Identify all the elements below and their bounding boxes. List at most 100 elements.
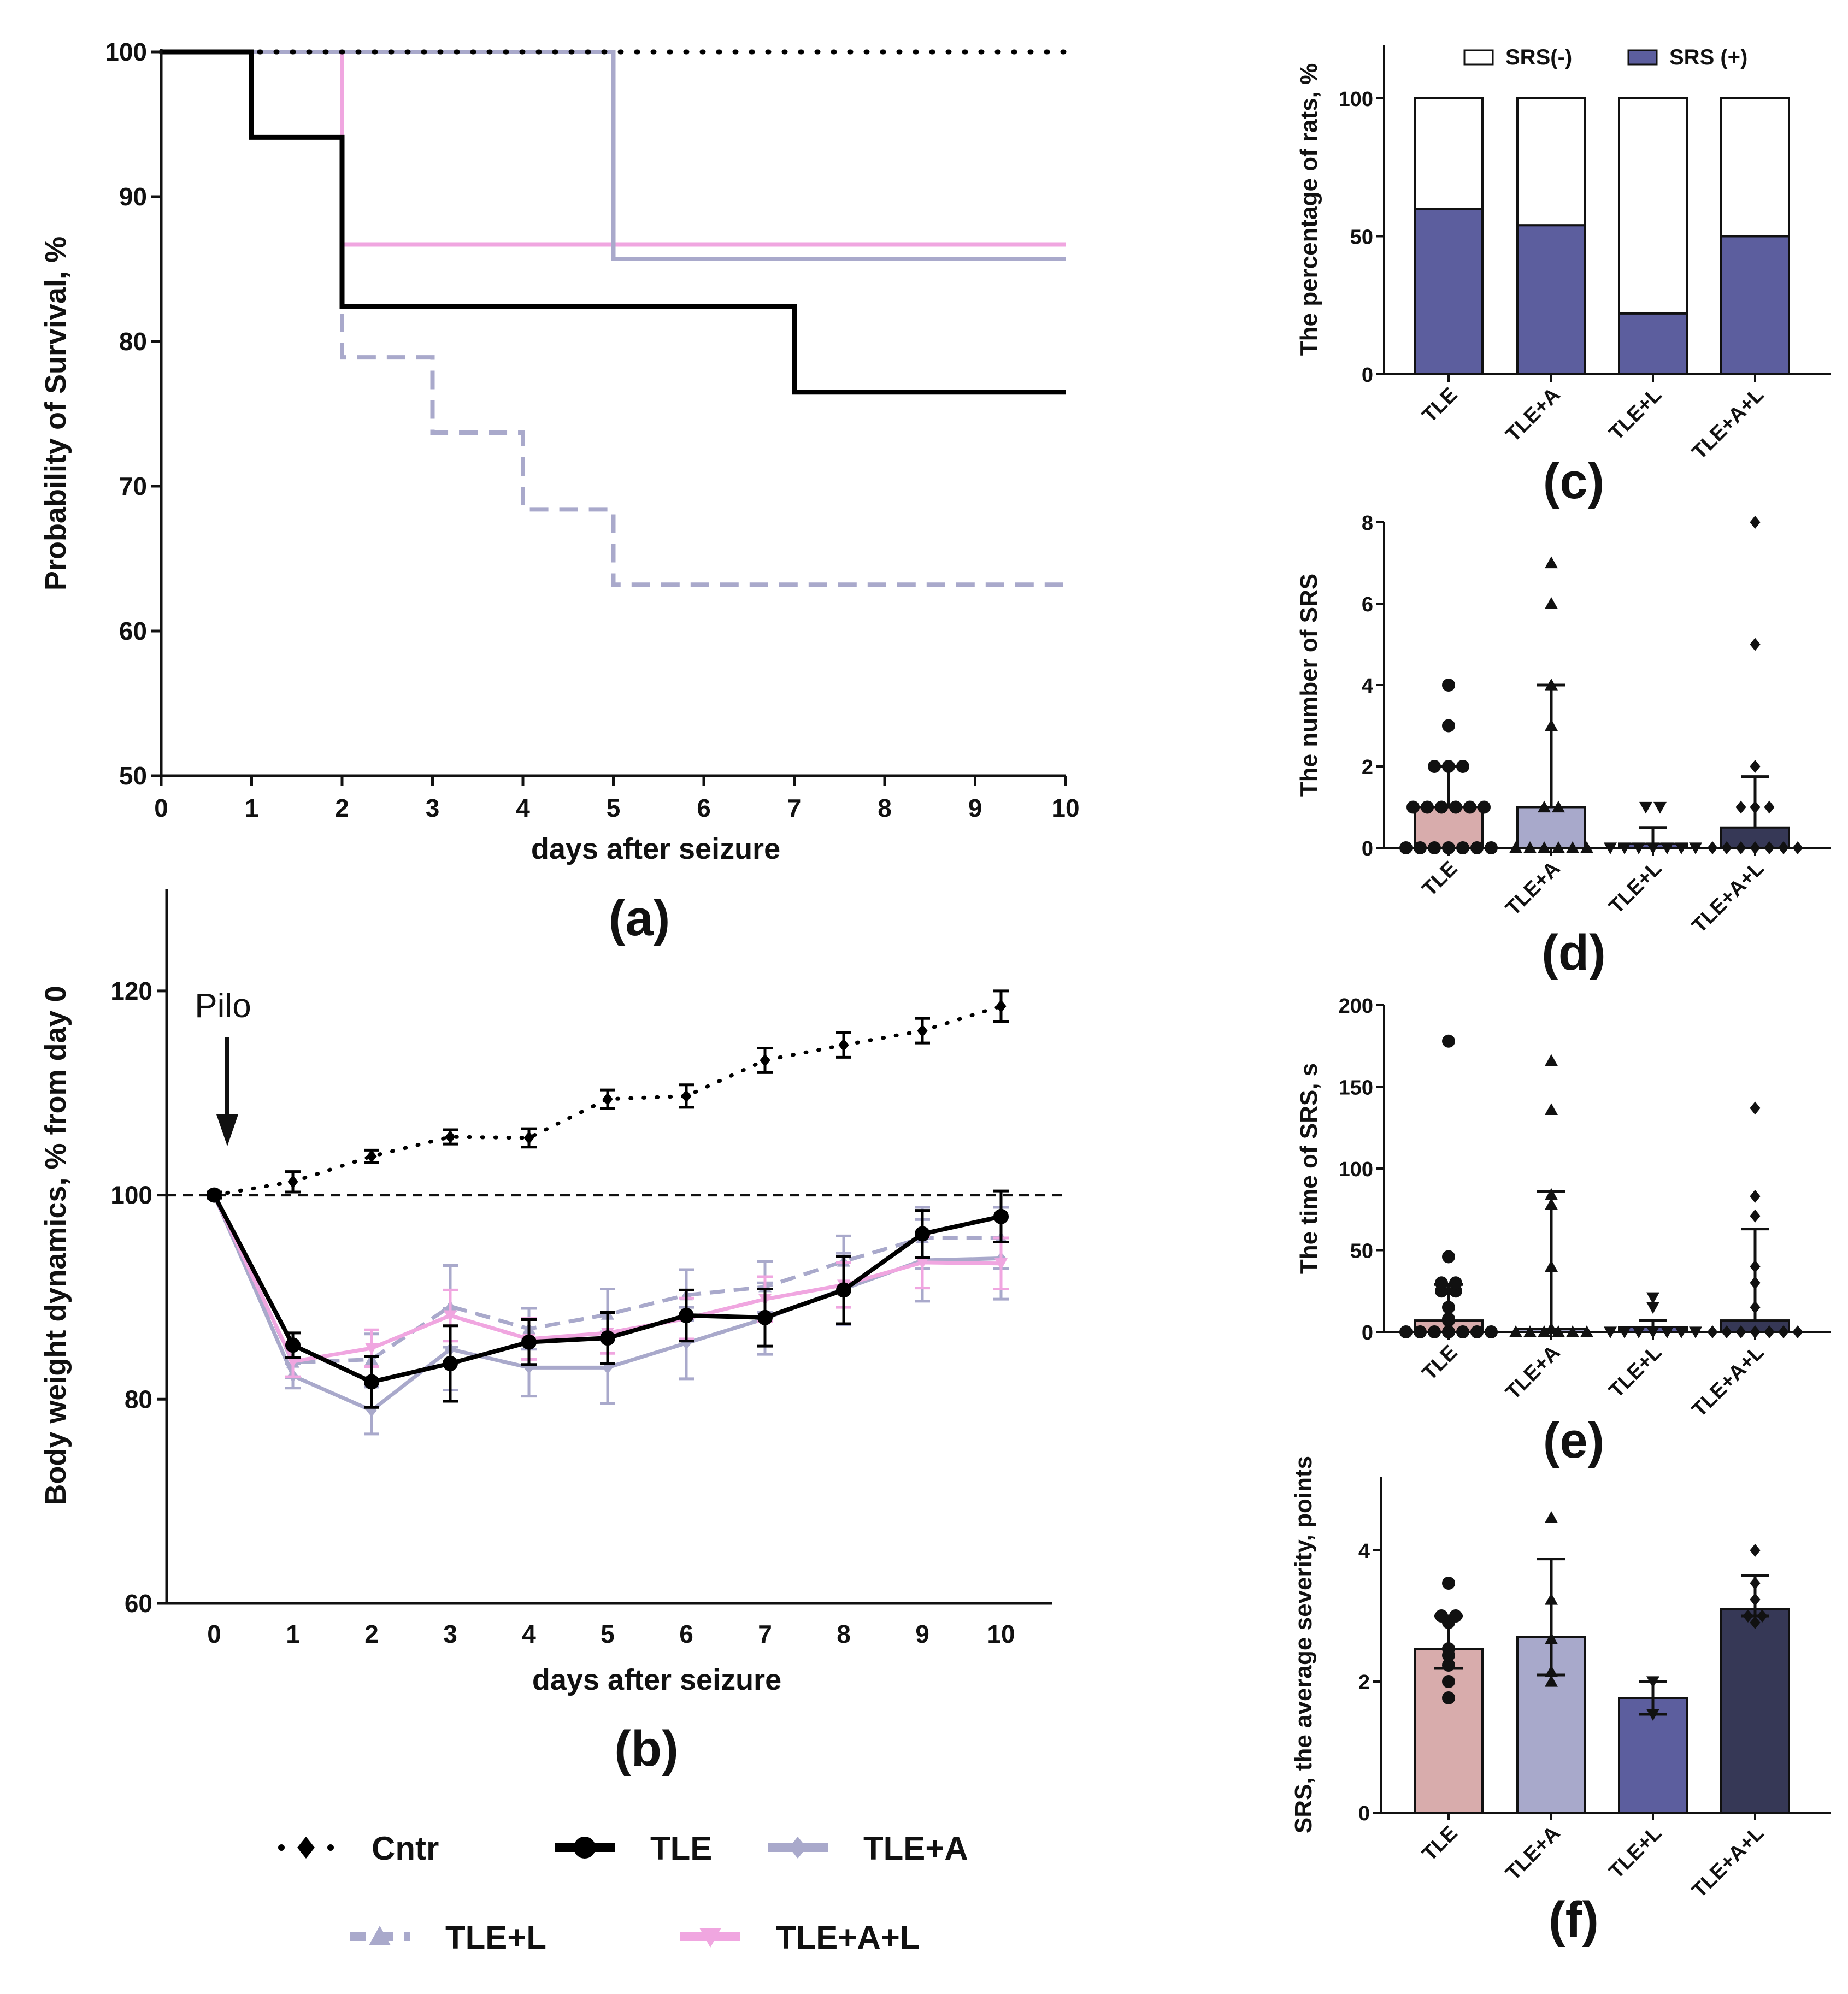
data-point: [1750, 1276, 1761, 1290]
bar-srs-negative: [1618, 97, 1688, 315]
data-point: [1442, 679, 1455, 692]
data-point: [1470, 841, 1484, 854]
x-tick-label: 8: [837, 1620, 851, 1648]
data-point: [1545, 1511, 1558, 1523]
data-point: [1750, 1189, 1761, 1203]
data-point: [1750, 1544, 1761, 1557]
y-tick-label: 60: [125, 1589, 152, 1618]
data-point: [1442, 1034, 1455, 1048]
data-point: [1470, 1325, 1484, 1338]
data-point: [1757, 1609, 1768, 1623]
body-weight-xlabel: days after seizure: [532, 1663, 781, 1696]
data-point: [1449, 1609, 1462, 1623]
data-point: [1435, 1276, 1448, 1290]
data-point: [1442, 719, 1455, 733]
data-point: [1721, 1325, 1732, 1338]
series-tle: [207, 1187, 1009, 1409]
data-point: [1552, 1325, 1565, 1337]
legend-label: TLE+A: [863, 1830, 968, 1867]
data-point: [521, 1334, 537, 1350]
survival-line-tle-a: [161, 50, 1066, 261]
bar-tle-a-l: [1720, 1608, 1790, 1814]
data-point: [1428, 760, 1441, 773]
x-tick-label: 8: [878, 794, 892, 822]
data-point: [1545, 719, 1558, 731]
y-tick-label: 0: [1362, 1322, 1373, 1344]
x-tick-label: TLE+L: [1605, 1822, 1667, 1884]
bar-tle: [1414, 1648, 1484, 1814]
data-point: [1566, 841, 1579, 853]
data-point: [1735, 800, 1746, 814]
data-point: [1545, 1103, 1558, 1115]
data-point: [1778, 841, 1789, 854]
x-tick-label: 3: [443, 1620, 457, 1648]
data-point: [757, 1309, 773, 1325]
bar-srs-positive: [1720, 235, 1790, 375]
x-tick-label: 0: [207, 1620, 221, 1648]
survival-ylabel: Probability of Survival, %: [39, 237, 72, 591]
data-point: [1750, 638, 1761, 651]
data-point: [443, 1355, 458, 1371]
srs-severity-chart: 0 2 4 TLE TLE+A TLE+L TLE+A+L SRS, the average …: [1290, 1456, 1831, 1948]
data-point: [1750, 1325, 1761, 1338]
bar-srs-negative: [1414, 97, 1484, 210]
data-point: [1750, 1101, 1761, 1115]
y-tick-label: 60: [119, 617, 147, 645]
y-tick-label: 0: [1362, 837, 1373, 860]
legend-item-tle-l: TLE+L: [350, 1919, 546, 1956]
legend-line-sample: [327, 1844, 334, 1851]
x-tick-label: 10: [1051, 794, 1079, 822]
data-point: [1792, 1325, 1803, 1338]
data-point: [1523, 841, 1537, 853]
x-tick-label: TLE+A+L: [1688, 384, 1769, 464]
data-point: [1545, 679, 1558, 691]
data-point: [1485, 841, 1498, 854]
data-point: [1639, 801, 1652, 814]
data-point: [602, 1092, 613, 1106]
srs-time-chart: 0 50 100 150 200 TLE TLE+A TLE+L TLE+A+L The time…: [1296, 995, 1831, 1468]
legend-marker: [369, 1926, 391, 1945]
data-point: [679, 1308, 694, 1324]
legend-marker: [297, 1837, 315, 1859]
x-tick-label: TLE+A: [1502, 1822, 1565, 1885]
data-point: [1545, 1188, 1558, 1200]
data-point: [1414, 1325, 1427, 1338]
data-point: [1509, 1325, 1522, 1337]
data-point: [1778, 1325, 1789, 1338]
data-point: [1735, 1325, 1746, 1338]
x-tick-label: 4: [516, 794, 530, 822]
data-point: [1580, 841, 1593, 853]
legend-label: TLE+L: [445, 1919, 546, 1956]
data-point: [760, 1053, 770, 1067]
x-tick-label: TLE+A: [1502, 857, 1565, 921]
x-tick-label: TLE: [1418, 1341, 1462, 1385]
x-tick-label: 7: [787, 794, 802, 822]
data-point: [917, 1024, 928, 1037]
data-point: [1509, 841, 1522, 853]
data-point: [1661, 842, 1674, 854]
data-point: [916, 1257, 929, 1269]
legend-swatch-srs-negative: [1463, 49, 1494, 66]
y-tick-label: 4: [1362, 675, 1373, 698]
data-point: [1421, 800, 1434, 814]
data-point: [1538, 800, 1551, 813]
data-point: [1538, 841, 1551, 853]
legend-item-tle-a: TLE+A: [768, 1830, 968, 1867]
data-point: [1435, 1609, 1448, 1623]
x-tick-label: TLE: [1418, 384, 1462, 427]
data-point: [285, 1337, 301, 1353]
y-tick-label: 100: [1339, 88, 1373, 111]
data-point: [1538, 1325, 1551, 1337]
data-point: [1646, 1676, 1659, 1688]
data-point: [444, 1310, 457, 1323]
data-point: [1399, 841, 1413, 854]
y-tick-label: 70: [119, 472, 147, 500]
legend-item-tle-a-l: TLE+A+L: [680, 1919, 920, 1956]
data-point: [1661, 1326, 1674, 1338]
data-point: [1442, 1301, 1455, 1314]
data-point: [1646, 1709, 1659, 1721]
data-point: [1750, 1209, 1761, 1223]
x-tick-label: 6: [679, 1620, 693, 1648]
data-point: [1646, 842, 1659, 854]
